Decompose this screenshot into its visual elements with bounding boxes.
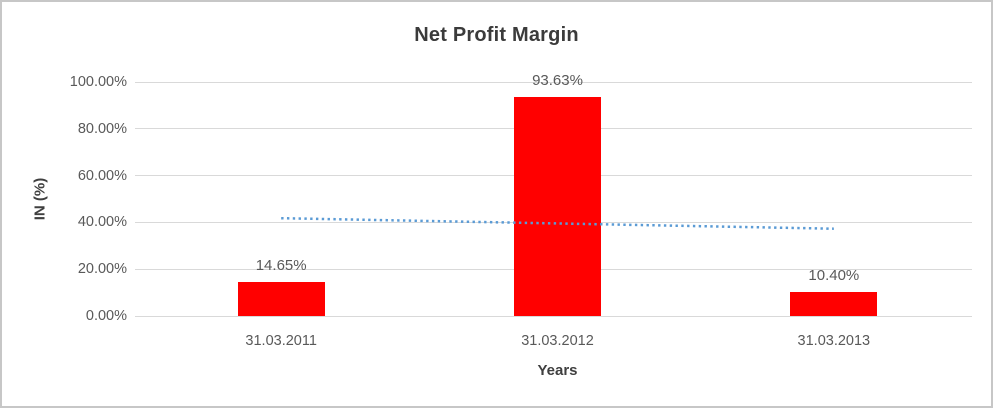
x-axis-title: Years — [537, 362, 578, 379]
bar-31.03.2012 — [514, 96, 601, 316]
y-tick-label: 80.00% — [77, 120, 127, 137]
x-tick-label: 31.03.2011 — [245, 333, 317, 349]
y-tick-label: 60.00% — [77, 167, 127, 184]
data-label: 93.63% — [532, 71, 583, 89]
y-tick-label: 40.00% — [77, 214, 127, 231]
x-tick-label: 31.03.2012 — [521, 333, 594, 349]
gridline — [135, 315, 972, 317]
y-tick-label: 0.00% — [85, 308, 127, 324]
gridline — [135, 81, 972, 83]
bar-31.03.2013 — [790, 291, 878, 316]
x-tick-label: 31.03.2013 — [797, 333, 871, 349]
y-tick-label: 100.00% — [69, 74, 127, 90]
chart-title: Net Profit Margin — [414, 24, 579, 46]
data-label: 14.65% — [255, 256, 307, 274]
bar-31.03.2011 — [237, 281, 325, 316]
data-label: 10.40% — [808, 266, 860, 284]
y-tick-label: 20.00% — [77, 261, 127, 278]
